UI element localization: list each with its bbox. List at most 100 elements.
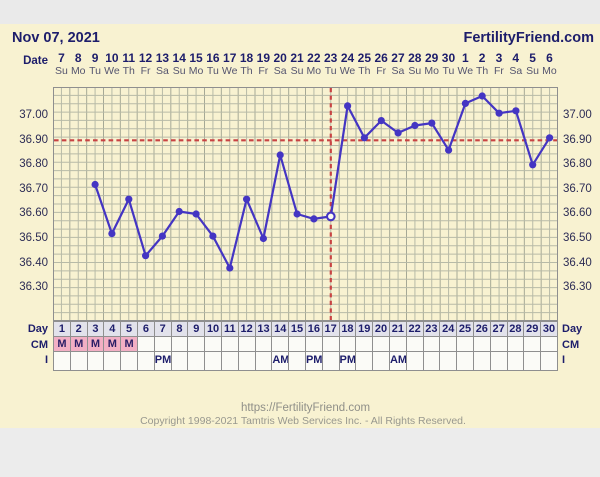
temp-point bbox=[529, 161, 537, 169]
temp-point bbox=[276, 151, 284, 159]
date-number: 3 bbox=[495, 51, 503, 65]
intercourse-row-label-right: I bbox=[562, 354, 566, 366]
temp-point bbox=[108, 230, 116, 238]
date-number: 10 bbox=[105, 51, 119, 65]
intercourse-row-label-left: I bbox=[44, 354, 48, 366]
temp-tick-label: 37.00 bbox=[563, 109, 592, 122]
temp-tick-label: 36.40 bbox=[19, 256, 48, 269]
temp-point bbox=[243, 195, 251, 203]
weekday-label: Tu bbox=[324, 65, 337, 77]
day-cell: 16 bbox=[305, 322, 323, 337]
temp-point bbox=[226, 264, 234, 272]
day-cell: 14 bbox=[272, 322, 290, 337]
cm-cell bbox=[507, 337, 525, 352]
weekday-label: Sa bbox=[509, 65, 523, 77]
brand-link[interactable]: FertilityFriend.com bbox=[463, 30, 594, 46]
intercourse-cell bbox=[70, 352, 88, 371]
day-cell: 13 bbox=[255, 322, 273, 337]
date-number: 2 bbox=[478, 51, 486, 65]
date-number: 7 bbox=[58, 51, 65, 65]
temp-tick-label: 36.80 bbox=[19, 158, 48, 171]
weekday-label: Fr bbox=[140, 65, 151, 77]
temp-point bbox=[428, 119, 436, 127]
day-cell: 17 bbox=[322, 322, 340, 337]
day-row-label-right: Day bbox=[562, 323, 583, 335]
weekday-label: We bbox=[339, 65, 356, 77]
cm-cell bbox=[457, 337, 474, 352]
temp-tick-label: 36.90 bbox=[19, 133, 48, 146]
temp-point bbox=[209, 232, 217, 240]
cm-cell bbox=[541, 337, 558, 352]
temp-point bbox=[478, 92, 486, 100]
weekday-label: Th bbox=[358, 65, 371, 77]
day-cell: 7 bbox=[154, 322, 172, 337]
date-number: 29 bbox=[424, 51, 439, 65]
cm-cell bbox=[356, 337, 374, 352]
intercourse-cell bbox=[423, 352, 441, 371]
day-cell: 25 bbox=[457, 322, 474, 337]
intercourse-cell bbox=[356, 352, 374, 371]
day-cell: 29 bbox=[524, 322, 542, 337]
day-cell: 2 bbox=[70, 322, 88, 337]
temp-point bbox=[310, 215, 318, 223]
cm-cell bbox=[255, 337, 273, 352]
date-number: 14 bbox=[172, 51, 186, 65]
date-number: 5 bbox=[529, 51, 536, 65]
temp-point bbox=[394, 129, 402, 137]
day-cell: 19 bbox=[356, 322, 374, 337]
temp-point bbox=[125, 195, 133, 203]
cm-cell bbox=[406, 337, 424, 352]
cm-cell bbox=[205, 337, 222, 352]
plot-border bbox=[53, 87, 558, 321]
date-number: 8 bbox=[74, 51, 82, 65]
day-cell: 20 bbox=[373, 322, 390, 337]
temp-tick-label: 36.80 bbox=[563, 158, 592, 171]
cm-cell bbox=[221, 337, 239, 352]
day-cell: 22 bbox=[406, 322, 424, 337]
cm-cell bbox=[373, 337, 390, 352]
cm-cell: M bbox=[54, 337, 71, 352]
site-url-link[interactable]: https://FertilityFriend.com bbox=[240, 402, 371, 414]
date-number: 19 bbox=[256, 51, 271, 65]
date-number: 26 bbox=[374, 51, 388, 65]
intercourse-cell bbox=[541, 352, 558, 371]
cm-cell bbox=[423, 337, 441, 352]
date-number: 28 bbox=[408, 51, 422, 65]
date-number: 30 bbox=[441, 51, 456, 65]
intercourse-row: PM AM PM PM AM bbox=[53, 352, 558, 371]
day-cell: 23 bbox=[423, 322, 441, 337]
cm-cell bbox=[322, 337, 340, 352]
temp-tick-label: 36.50 bbox=[563, 232, 592, 245]
date-number: 23 bbox=[323, 51, 338, 65]
date-number: 20 bbox=[273, 51, 287, 65]
day-cell: 28 bbox=[507, 322, 525, 337]
intercourse-cell bbox=[87, 352, 105, 371]
date-number: 22 bbox=[307, 51, 321, 65]
intercourse-cell bbox=[322, 352, 340, 371]
intercourse-cell bbox=[289, 352, 306, 371]
date-axis-label: Date bbox=[23, 55, 48, 67]
weekday-label: We bbox=[104, 65, 120, 77]
weekday-label: Sa bbox=[273, 65, 287, 77]
intercourse-cell: PM bbox=[339, 352, 357, 371]
day-cell: 27 bbox=[490, 322, 508, 337]
temperature-line bbox=[93, 94, 551, 270]
weekday-label: Su bbox=[290, 65, 304, 77]
temp-point bbox=[344, 102, 352, 110]
date-number: 13 bbox=[155, 51, 170, 65]
intercourse-cell: PM bbox=[305, 352, 323, 371]
day-cell: 24 bbox=[440, 322, 458, 337]
weekday-label: Mo bbox=[424, 65, 439, 77]
cm-cell bbox=[238, 337, 256, 352]
cm-cell: M bbox=[70, 337, 88, 352]
date-number: 15 bbox=[189, 51, 203, 65]
cm-cell: M bbox=[104, 337, 122, 352]
day-cell: 9 bbox=[188, 322, 206, 337]
intercourse-cell bbox=[457, 352, 474, 371]
temp-point bbox=[512, 107, 520, 115]
copyright-text: Copyright 1998-2021 Tamtris Web Services… bbox=[140, 415, 466, 427]
intercourse-cell bbox=[104, 352, 122, 371]
day-cell: 3 bbox=[87, 322, 105, 337]
cm-cell bbox=[490, 337, 508, 352]
day-row-label-left: Day bbox=[27, 323, 48, 335]
